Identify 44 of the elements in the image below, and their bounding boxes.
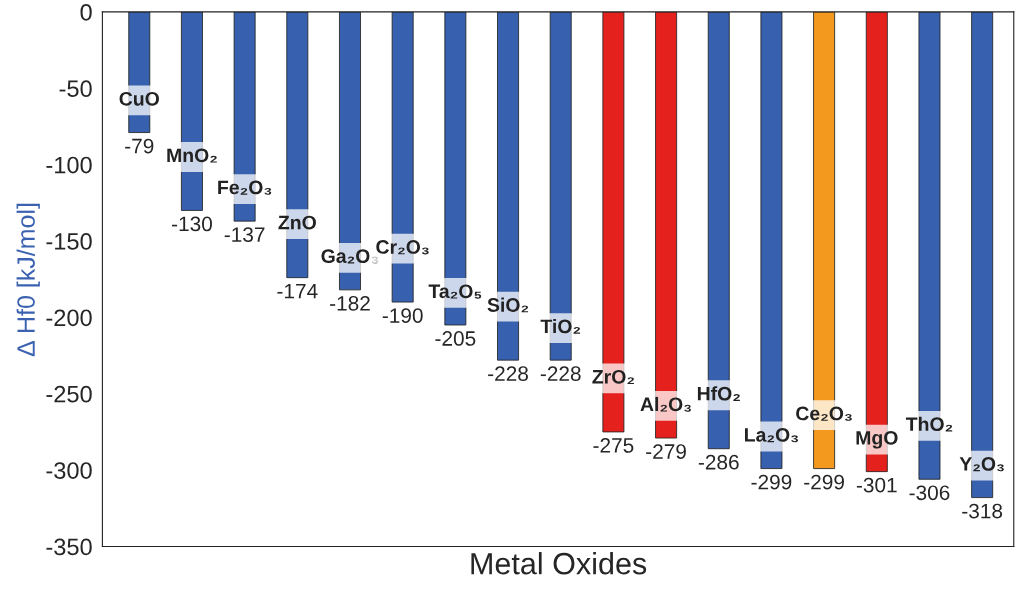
y-tick-label: -100 [46,156,92,174]
data-label: -79 [125,138,154,154]
data-label: -286 [698,454,739,470]
y-tick-label: -300 [46,462,92,479]
y-tick-label: -350 [46,538,92,556]
x-tick-label: ZrO₂ [592,369,634,385]
x-tick-label: Ta₂O₅ [428,284,482,299]
data-label: -275 [593,438,634,453]
y-tick-label: -50 [59,80,92,98]
data-label: -130 [172,216,212,232]
data-label: -279 [646,444,686,459]
data-label: -228 [540,366,581,381]
data-label: -299 [804,474,844,490]
x-tick-label: TiO₂ [540,318,581,334]
x-tick-label: HfO₂ [697,386,740,401]
y-axis-title: ∆ Hf0 [kJ/mol] [16,203,40,357]
x-tick-label: SiO₂ [487,297,529,313]
x-tick-label: ThO₂ [905,416,953,432]
x-axis-title: Metal Oxides [471,552,647,575]
data-label: -174 [277,283,318,299]
data-label: -301 [856,477,897,493]
x-tick-label: Al₂O₃ [640,396,692,412]
data-label: -306 [909,485,950,501]
data-label: -182 [330,295,370,311]
x-tick-label: MgO [856,430,898,449]
x-tick-label: La₂O₃ [745,427,799,443]
x-tick-label: Y₂O₃ [959,456,1004,472]
x-tick-label: MnO₂ [167,148,217,163]
data-label: -228 [488,366,528,381]
x-tick-label: ZnO [278,215,316,230]
data-label: -190 [382,308,423,323]
data-label: -205 [435,331,476,346]
x-tick-label: Ga₂O₃ [321,249,379,264]
data-label: -299 [751,474,792,490]
x-tick-label: Fe₂O₃ [218,180,272,195]
x-tick-label: CuO [119,91,159,106]
y-tick-label: -150 [46,233,92,250]
x-tick-label: Cr₂O₃ [376,240,429,255]
data-label: -137 [224,227,265,242]
y-tick-label: -250 [46,385,92,403]
x-tick-label: Ce₂O₃ [796,406,852,421]
data-label: -318 [962,503,1003,519]
y-tick-label: -200 [46,309,92,327]
y-tick-label: 0 [80,3,92,21]
